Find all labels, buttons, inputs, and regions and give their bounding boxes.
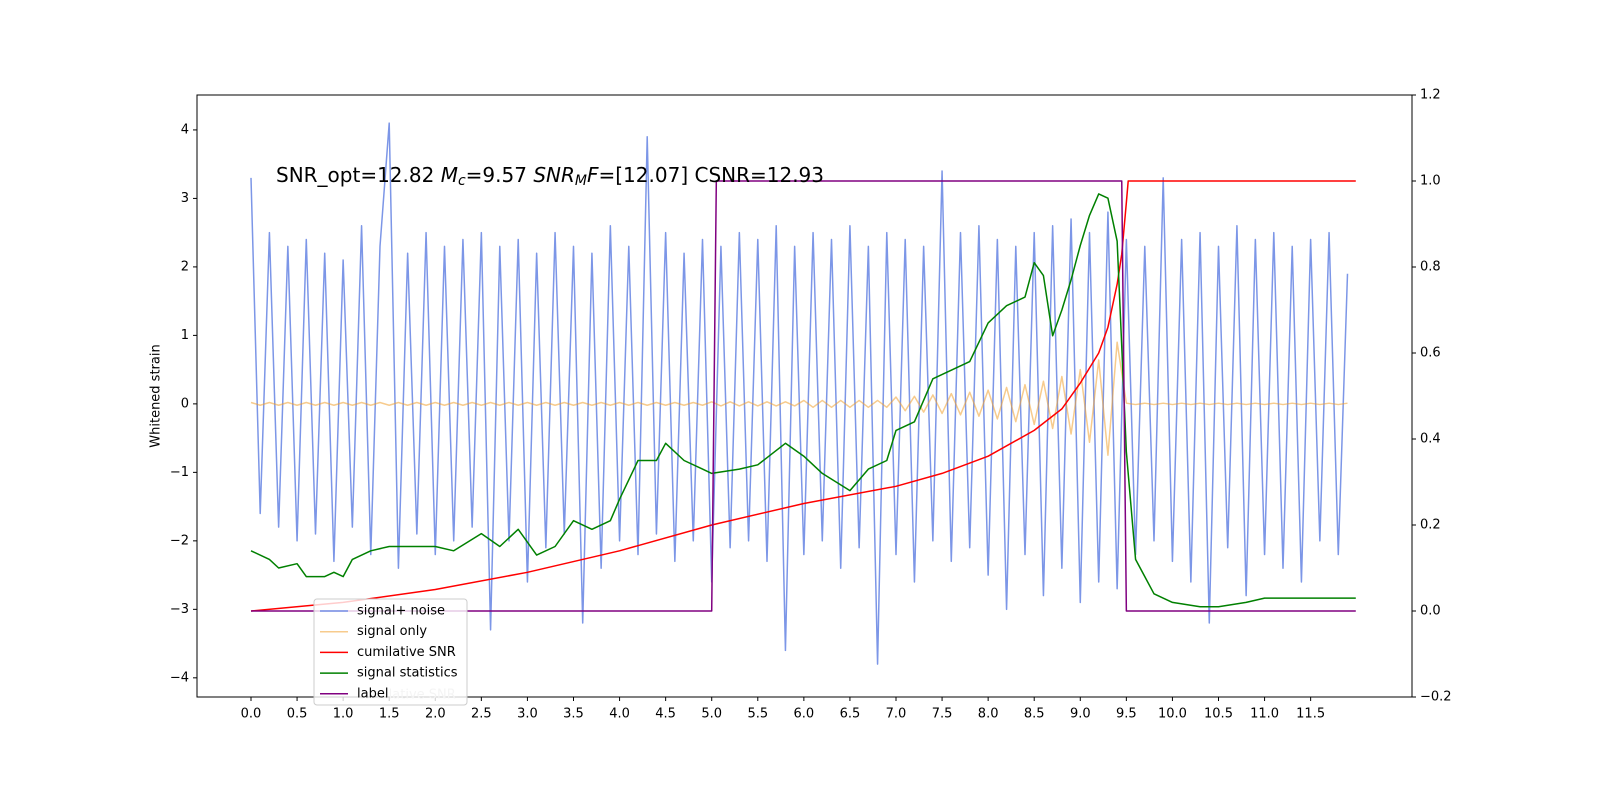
x-tick-label: 3.5: [563, 707, 584, 722]
y2-tick-label: 1.2: [1420, 88, 1441, 103]
x-tick-label: 10.0: [1158, 707, 1187, 722]
x-tick-label: 0.0: [241, 707, 262, 722]
x-tick-label: 2.0: [425, 707, 446, 722]
annotation-part: M: [441, 163, 458, 187]
y-tick-label: 1: [181, 328, 189, 343]
legend-box: [313, 598, 468, 706]
legend-label: signal+ noise: [357, 604, 445, 619]
annotation-part: F: [587, 163, 599, 187]
x-tick-label: 0.5: [287, 707, 308, 722]
annotation-part: c: [458, 173, 466, 189]
legend-label: signal statistics: [357, 666, 458, 681]
y-tick-label: −3: [170, 602, 189, 617]
y2-tick-label: 1.0: [1420, 174, 1441, 189]
x-tick-label: 8.0: [978, 707, 999, 722]
y2-tick-label: −0.2: [1420, 690, 1452, 705]
axes-frame: [196, 94, 1413, 698]
x-tick-label: 2.5: [471, 707, 492, 722]
x-tick-label: 11.0: [1250, 707, 1279, 722]
x-tick-label: 11.5: [1296, 707, 1325, 722]
annotation-part: M: [575, 173, 587, 189]
x-tick-label: 10.5: [1204, 707, 1233, 722]
annotation-part: SNR_opt=12.82: [276, 163, 441, 187]
y2-tick-label: 0.2: [1420, 518, 1441, 533]
legend-label: signal only: [357, 624, 427, 639]
x-tick-label: 1.0: [333, 707, 354, 722]
annotation-part: =[12.07] CSNR=12.93: [599, 163, 825, 187]
annotation-part: =9.57: [466, 163, 534, 187]
series-line: [251, 180, 1356, 612]
annotation-part: SNR: [533, 163, 575, 187]
series-line: [250, 193, 1356, 608]
y-tick-label: 4: [181, 122, 189, 137]
x-tick-label: 8.5: [1024, 707, 1045, 722]
y2-tick-label: 0.0: [1420, 604, 1441, 619]
x-tick-label: 3.0: [517, 707, 538, 722]
legend-label: cumilative SNR: [357, 645, 456, 660]
x-tick-label: 7.5: [932, 707, 953, 722]
x-tick-label: 6.0: [794, 707, 815, 722]
series-line: [250, 180, 1356, 612]
x-tick-label: 6.5: [840, 707, 861, 722]
legend-label: label: [357, 686, 388, 701]
y-axis-label: Whitened strain: [149, 344, 164, 447]
x-tick-label: 4.5: [655, 707, 676, 722]
x-tick-label: 5.0: [701, 707, 722, 722]
y-tick-label: −1: [170, 465, 189, 480]
plot-area: [250, 122, 1356, 665]
y-tick-label: 3: [181, 191, 189, 206]
y-tick-label: −2: [170, 533, 189, 548]
x-tick-label: 4.0: [609, 707, 630, 722]
y2-tick-label: 0.4: [1420, 432, 1441, 447]
y-tick-label: −4: [170, 670, 189, 685]
y2-tick-label: 0.6: [1420, 346, 1441, 361]
x-tick-label: 1.5: [379, 707, 400, 722]
x-tick-label: 9.0: [1070, 707, 1091, 722]
y-tick-label: 0: [181, 396, 189, 411]
series-line: [250, 122, 1349, 665]
series-line: [250, 341, 1348, 456]
x-tick-label: 7.0: [886, 707, 907, 722]
y2-tick-label: 0.8: [1420, 260, 1441, 275]
y-tick-label: 2: [181, 259, 189, 274]
x-tick-label: 5.5: [747, 707, 768, 722]
x-tick-label: 9.5: [1116, 707, 1137, 722]
annotation: SNR_opt=12.82 Mc=9.57 SNRMF=[12.07] CSNR…: [276, 163, 824, 190]
